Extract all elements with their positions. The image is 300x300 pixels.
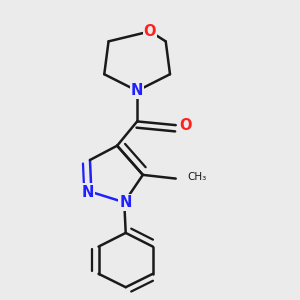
Text: O: O (179, 118, 192, 133)
Text: CH₃: CH₃ (187, 172, 206, 182)
Text: N: N (131, 83, 143, 98)
Text: O: O (144, 24, 156, 39)
Text: N: N (119, 195, 132, 210)
Text: N: N (82, 184, 94, 200)
